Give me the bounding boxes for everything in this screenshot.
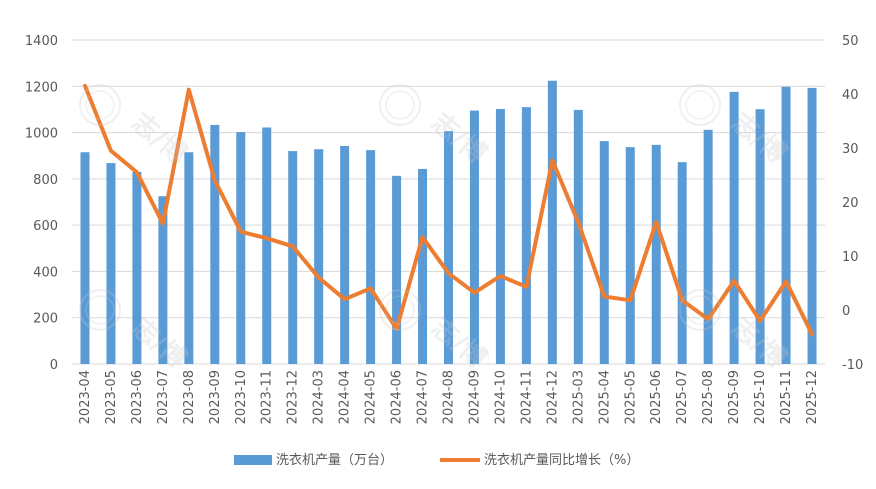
x-tick-label: 2025-12 <box>805 370 820 424</box>
bar <box>366 150 376 364</box>
watermark-logo: 志/博 <box>79 84 192 170</box>
bar <box>781 86 791 365</box>
x-tick-label: 2025-03 <box>571 370 586 424</box>
svg-text:志/博: 志/博 <box>426 107 492 170</box>
bar-series <box>80 80 817 365</box>
bar <box>80 152 90 364</box>
bar <box>340 145 350 364</box>
bar <box>288 151 298 364</box>
bar <box>521 107 531 364</box>
bar <box>729 91 739 364</box>
bar <box>469 110 479 364</box>
bar <box>184 152 194 364</box>
left-tick-label: 1000 <box>25 127 58 142</box>
x-tick-label: 2023-08 <box>182 370 197 424</box>
x-tick-label: 2024-12 <box>545 370 560 424</box>
bar <box>262 127 272 364</box>
left-axis-ticks: 0 200 400 600 800 1000 1200 1400 <box>25 34 58 373</box>
bar <box>651 144 661 364</box>
right-tick-label: 30 <box>842 142 859 157</box>
left-tick-label: 400 <box>33 265 58 280</box>
legend-line-label: 洗衣机产量同比增长（%） <box>484 452 639 468</box>
line-series <box>83 83 814 337</box>
x-tick-label: 2025-07 <box>675 370 690 424</box>
x-tick-label: 2024-11 <box>519 370 534 424</box>
left-tick-label: 0 <box>50 358 58 373</box>
left-tick-label: 1200 <box>25 80 58 95</box>
bar <box>236 132 246 364</box>
legend-bar-swatch <box>234 455 272 465</box>
bar <box>158 196 168 364</box>
right-tick-label: 40 <box>842 88 859 103</box>
x-tick-label: 2023-05 <box>104 370 119 424</box>
x-tick-label: 2024-10 <box>493 370 508 424</box>
x-axis-labels: 2023-04 2023-05 2023-06 2023-07 2023-08 2023-… <box>78 370 820 424</box>
bar <box>677 162 687 364</box>
right-tick-label: 10 <box>842 250 859 265</box>
bar <box>755 109 765 364</box>
bar <box>132 171 142 364</box>
svg-text:志/博: 志/博 <box>426 312 492 375</box>
x-tick-label: 2025-05 <box>623 370 638 424</box>
x-tick-label: 2024-04 <box>338 370 353 424</box>
bar <box>210 124 220 364</box>
x-tick-label: 2024-03 <box>312 370 327 424</box>
x-tick-label: 2023-10 <box>234 370 249 424</box>
bar <box>625 147 635 364</box>
x-tick-label: 2024-05 <box>364 370 379 424</box>
x-tick-label: 2023-04 <box>78 370 93 424</box>
x-tick-label: 2025-11 <box>779 370 794 424</box>
bar <box>807 87 817 365</box>
bar <box>495 108 505 364</box>
x-tick-label: 2023-12 <box>286 370 301 424</box>
x-tick-label: 2025-04 <box>597 370 612 424</box>
bar <box>547 80 557 364</box>
x-tick-label: 2024-07 <box>416 370 431 424</box>
bar <box>599 141 609 364</box>
x-tick-label: 2024-09 <box>467 370 482 424</box>
right-tick-label: 0 <box>842 304 850 319</box>
x-tick-label: 2025-09 <box>727 370 742 424</box>
x-tick-label: 2025-08 <box>701 370 716 424</box>
left-tick-label: 1400 <box>25 34 58 49</box>
x-tick-label: 2023-06 <box>130 370 145 424</box>
right-axis-ticks: -10 0 10 20 30 40 50 <box>842 34 863 373</box>
left-tick-label: 200 <box>33 312 58 327</box>
left-tick-label: 800 <box>33 173 58 188</box>
right-tick-label: 50 <box>842 34 859 49</box>
x-tick-label: 2023-07 <box>156 370 171 424</box>
bar <box>573 109 583 365</box>
bar <box>392 175 402 364</box>
right-tick-label: 20 <box>842 196 859 211</box>
right-tick-label: -10 <box>842 358 863 373</box>
x-tick-label: 2023-11 <box>260 370 275 424</box>
left-tick-label: 600 <box>33 219 58 234</box>
x-tick-label: 2024-06 <box>390 370 405 424</box>
bar <box>418 168 428 364</box>
bar <box>314 149 324 364</box>
bar <box>444 131 453 364</box>
legend-bar-label: 洗衣机产量（万台） <box>276 452 393 468</box>
x-tick-label: 2025-10 <box>753 370 768 424</box>
x-tick-label: 2025-06 <box>649 370 664 424</box>
x-tick-label: 2023-09 <box>208 370 223 424</box>
bar <box>106 163 116 364</box>
legend: 洗衣机产量（万台） 洗衣机产量同比增长（%） <box>234 452 639 468</box>
bar <box>703 129 713 364</box>
x-tick-label: 2024-08 <box>442 370 457 424</box>
